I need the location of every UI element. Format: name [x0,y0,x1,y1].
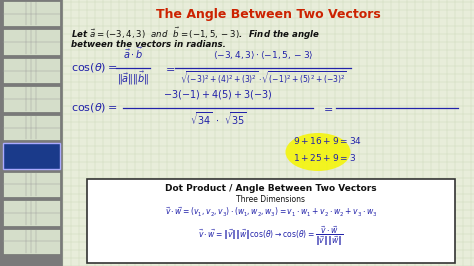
FancyBboxPatch shape [0,0,63,266]
FancyBboxPatch shape [3,1,60,26]
Text: Dot Product / Angle Between Two Vectors: Dot Product / Angle Between Two Vectors [165,184,377,193]
Ellipse shape [285,133,350,171]
FancyBboxPatch shape [3,143,60,169]
Text: The Angle Between Two Vectors: The Angle Between Two Vectors [156,8,381,21]
FancyBboxPatch shape [87,179,455,263]
FancyBboxPatch shape [3,228,60,254]
FancyBboxPatch shape [3,30,60,55]
Text: $\cos(\theta) =$: $\cos(\theta) =$ [71,61,118,74]
Text: $\vec{a} \cdot \vec{b}$: $\vec{a} \cdot \vec{b}$ [123,45,143,61]
FancyBboxPatch shape [3,172,60,197]
FancyBboxPatch shape [3,58,60,83]
Text: $=$: $=$ [321,103,333,113]
Text: $-3(-1) + 4(5) + 3(-3)$: $-3(-1) + 4(5) + 3(-3)$ [163,88,273,101]
Text: $\|\vec{a}\|\|\vec{b}\|$: $\|\vec{a}\|\|\vec{b}\|$ [117,70,149,88]
Text: $\langle{-3,4,3}\rangle \cdot \langle{-1,5,-3}\rangle$: $\langle{-3,4,3}\rangle \cdot \langle{-1… [213,50,313,61]
FancyBboxPatch shape [3,200,60,226]
Text: $9 + 16 + 9 = 34$: $9 + 16 + 9 = 34$ [293,135,362,146]
Text: $\sqrt{34}\ \cdot\ \sqrt{35}$: $\sqrt{34}\ \cdot\ \sqrt{35}$ [190,110,246,127]
FancyBboxPatch shape [63,0,474,266]
Text: $1 + 25 + 9 = 3$: $1 + 25 + 9 = 3$ [293,152,356,163]
Text: $=$: $=$ [163,63,175,73]
FancyBboxPatch shape [3,86,60,112]
Text: $\cos(\theta) =$: $\cos(\theta) =$ [71,102,118,114]
Text: $\sqrt{(-3)^2+(4)^2+(3)^2} \cdot \sqrt{(-1)^2+(5)^2+(-3)^2}$: $\sqrt{(-3)^2+(4)^2+(3)^2} \cdot \sqrt{(… [180,70,346,87]
Text: Let $\vec{a} = (-3,4,3)$  $and$  $\vec{b} = (-1,5,-3)$.  Find the angle: Let $\vec{a} = (-3,4,3)$ $and$ $\vec{b} … [71,26,320,42]
Text: between the vectors in radians.: between the vectors in radians. [71,40,226,49]
Text: $\vec{v} \cdot \vec{w} = \|\vec{v}\|\|\vec{w}\|\cos(\theta) \rightarrow \cos(\th: $\vec{v} \cdot \vec{w} = \|\vec{v}\|\|\v… [199,224,344,248]
Text: Three Dimensions: Three Dimensions [237,195,306,204]
Text: $\vec{v} \cdot \vec{w} = (v_1,v_2,v_3) \cdot (w_1,w_2,w_3) = v_1 \cdot w_1 + v_2: $\vec{v} \cdot \vec{w} = (v_1,v_2,v_3) \… [165,206,377,219]
FancyBboxPatch shape [3,115,60,140]
